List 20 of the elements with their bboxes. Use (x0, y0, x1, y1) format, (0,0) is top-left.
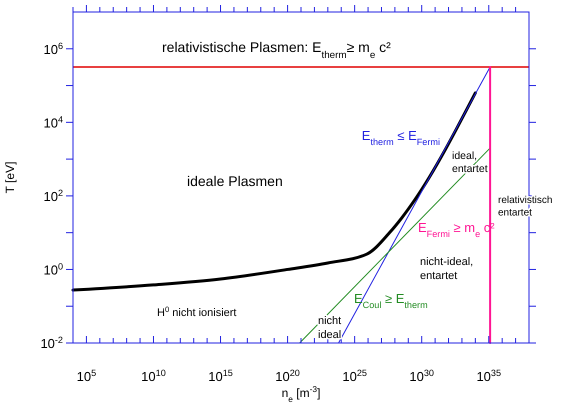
x-tick-label: 10$^{20}$ (275, 368, 300, 384)
y-tick-label: 10$^{0}$ (43, 261, 63, 278)
annotation: nicht-ideal, entartet (420, 256, 474, 282)
x-axis-title: n$_{e}$ [m$^{-3}$] (282, 384, 320, 404)
annotation: relativistische Plasmen: E$_{therm}$≥ m$_{e}$ c² (162, 39, 392, 60)
x-tick-label: 10$^{30}$ (409, 368, 434, 384)
x-tick-label: 10$^{35}$ (476, 368, 502, 384)
series-label: E$_{therm}$ ≤ E$_{Fermi}$ (362, 128, 440, 147)
annotation: H$^{0}$ nicht ionisiert (157, 304, 236, 319)
y-tick-label: 10$^{-2}$ (40, 335, 63, 351)
x-tick-label: 10$^{5}$ (76, 368, 96, 384)
y-axis-title: T [eV] (3, 162, 17, 194)
annotation: ideale Plasmen (187, 173, 283, 189)
y-tick-label: 10$^{6}$ (43, 40, 63, 57)
y-tick-label: 10$^{4}$ (43, 114, 63, 130)
y-tick-label: 10$^{2}$ (43, 188, 63, 204)
x-tick-label: 10$^{25}$ (342, 368, 367, 384)
x-tick-label: 10$^{10}$ (141, 368, 166, 384)
series-label: E$_{Coul}$ ≥ E$_{therm}$ (354, 291, 428, 310)
x-tick-label: 10$^{15}$ (208, 368, 233, 384)
